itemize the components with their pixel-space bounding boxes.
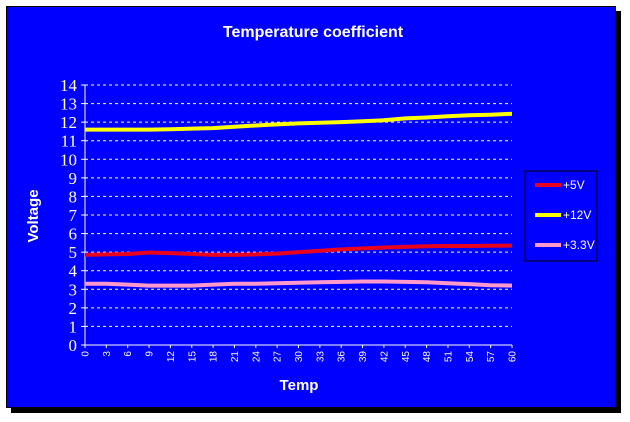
x-tick-label: 6 [123, 351, 134, 357]
x-tick-label: 51 [443, 351, 454, 363]
y-tick-label: 9 [69, 169, 78, 188]
y-axis-label: Voltage [25, 189, 42, 242]
y-tick-label: 13 [60, 95, 77, 114]
x-tick-label: 21 [230, 351, 241, 363]
series-line-3-3v [85, 279, 513, 288]
legend-label-5v: +5V [563, 178, 585, 192]
y-tick-label: 11 [61, 132, 77, 151]
x-tick-label: 60 [508, 351, 519, 363]
x-tick-label: 30 [294, 351, 305, 363]
y-tick-label: 10 [60, 150, 77, 169]
x-tick-label: 36 [337, 351, 348, 363]
y-tick-label: 4 [69, 262, 78, 281]
legend-label-3-3v: +3.3V [563, 238, 595, 252]
x-tick-label: 3 [102, 351, 113, 357]
x-tick-label: 33 [315, 351, 326, 363]
y-tick-label: 14 [60, 76, 78, 95]
y-tick-label: 0 [69, 336, 78, 355]
x-tick-label: 18 [209, 351, 220, 363]
line-chart: Temperature coefficient Voltage Temp 012… [25, 24, 598, 394]
x-tick-label: 42 [379, 351, 390, 363]
x-tick-label: 27 [273, 351, 284, 363]
x-tick-label: 24 [251, 351, 262, 363]
x-tick-label: 9 [145, 351, 156, 357]
y-tick-label: 3 [69, 280, 78, 299]
y-tick-label: 12 [60, 113, 77, 132]
x-axis-label: Temp [280, 377, 319, 394]
legend: +5V +12V +3.3V [524, 170, 598, 262]
x-tick-label: 12 [166, 351, 177, 363]
y-tick-label: 2 [69, 299, 78, 318]
x-tick-label: 57 [486, 351, 497, 363]
x-tick-label: 48 [422, 351, 433, 363]
y-tick-label: 7 [69, 206, 78, 225]
y-tick-label: 8 [69, 187, 78, 206]
series-line-12v [85, 111, 513, 132]
x-tick-label: 0 [81, 351, 92, 357]
legend-label-12v: +12V [563, 208, 591, 222]
x-tick-label: 15 [187, 351, 198, 363]
x-tick-label: 54 [465, 351, 476, 363]
y-tick-label: 5 [69, 243, 78, 262]
y-tick-label: 1 [69, 317, 78, 336]
series-line-5v [84, 243, 513, 257]
y-tick-label: 6 [69, 225, 78, 244]
x-tick-label: 45 [401, 351, 412, 363]
x-tick-label: 39 [358, 351, 369, 363]
chart-title: Temperature coefficient [223, 24, 404, 41]
